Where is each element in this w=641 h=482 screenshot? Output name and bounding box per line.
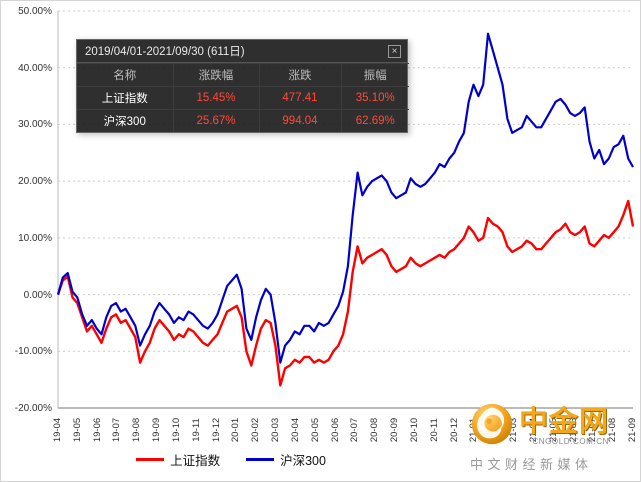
- x-axis-tick-label: 21-09: [627, 417, 638, 443]
- row-csi300-name: 沪深300: [77, 109, 174, 132]
- x-axis-tick-label: 20-01: [230, 417, 242, 443]
- col-header-change-pct: 涨跌幅: [173, 63, 260, 87]
- legend-label: 沪深300: [280, 454, 326, 468]
- row-sse-change-pct: 15.45%: [173, 86, 260, 110]
- csi300-line-swatch: [246, 458, 275, 461]
- row-csi300-change-pct: 25.67%: [173, 109, 260, 132]
- x-axis-tick-label: 19-07: [111, 417, 123, 443]
- x-axis-tick-label: 20-08: [369, 417, 381, 443]
- y-axis-tick-label: 30.00%: [18, 119, 52, 131]
- legend-label: 上证指数: [170, 454, 221, 468]
- x-axis-tick-label: 19-08: [131, 417, 143, 443]
- sse-line-swatch: [136, 458, 165, 461]
- y-axis-tick-label: 50.00%: [18, 6, 52, 17]
- y-axis-tick-label: -20.00%: [14, 403, 52, 414]
- x-axis-tick-label: 20-09: [389, 417, 401, 443]
- table-row: 沪深300 25.67% 994.04 62.69%: [77, 109, 409, 132]
- y-axis-tick-label: 0.00%: [23, 289, 52, 301]
- x-axis-tick-label: 19-04: [52, 417, 63, 443]
- row-sse-amplitude: 35.10%: [341, 86, 409, 110]
- cngold-branding: 中金网 CNGOLD.COM.CN 中文财经新媒体: [470, 402, 628, 473]
- x-axis-tick-label: 20-12: [448, 417, 460, 443]
- cngold-domain: CNGOLD.COM.CN: [532, 437, 610, 446]
- cngold-logo-text: 中金网: [519, 406, 610, 438]
- col-header-amplitude: 振幅: [341, 63, 409, 87]
- x-axis-tick-label: 20-05: [309, 417, 321, 443]
- x-axis-tick-label: 20-02: [250, 417, 262, 443]
- stats-table: 名称 涨跌幅 涨跌 振幅 上证指数 15.45% 477.41 35.10% 沪…: [77, 63, 409, 132]
- y-axis-tick-label: -10.00%: [14, 346, 52, 358]
- cngold-tagline: 中文财经新媒体: [470, 457, 593, 472]
- x-axis-tick-label: 20-04: [289, 417, 301, 443]
- table-row: 上证指数 15.45% 477.41 35.10%: [77, 86, 409, 110]
- x-axis-tick-label: 19-05: [71, 417, 83, 443]
- row-sse-change: 477.41: [259, 86, 342, 110]
- series-line-sse: [56, 199, 635, 387]
- x-axis-tick-label: 19-06: [91, 417, 103, 443]
- close-icon[interactable]: ×: [388, 44, 401, 58]
- row-csi300-amplitude: 62.69%: [341, 109, 409, 132]
- x-axis-tick-label: 19-12: [210, 417, 222, 443]
- cngold-logo-icon: [470, 402, 514, 451]
- x-axis-tick-label: 19-09: [151, 417, 163, 443]
- col-header-change: 涨跌: [259, 63, 342, 87]
- x-axis-tick-label: 19-10: [170, 417, 182, 443]
- row-csi300-change: 994.04: [259, 109, 342, 132]
- legend-item-csi300[interactable]: 沪深300: [246, 450, 326, 469]
- y-axis: 50.00% 40.00% 30.00% 20.00% 10.00% 0.00% -10.0…: [1, 1, 55, 431]
- x-axis-tick-label: 20-11: [428, 418, 440, 442]
- x-axis-tick-label: 20-03: [270, 417, 282, 443]
- x-axis-tick-label: 20-07: [349, 417, 361, 443]
- y-axis-tick-label: 10.00%: [18, 232, 52, 244]
- range-stats-tooltip: 2019/04/01-2021/09/30 (611日) × 名称 涨跌幅 涨跌…: [76, 39, 409, 133]
- tooltip-date-range: 2019/04/01-2021/09/30 (611日): [85, 46, 245, 58]
- y-axis-tick-label: 40.00%: [18, 62, 52, 74]
- stats-header-row: 名称 涨跌幅 涨跌 振幅: [77, 63, 409, 87]
- row-sse-name: 上证指数: [77, 86, 174, 110]
- series-line-csi300: [56, 32, 634, 364]
- x-axis-tick-label: 20-10: [408, 417, 420, 443]
- col-header-name: 名称: [77, 63, 174, 87]
- x-axis-tick-label: 20-06: [329, 417, 341, 443]
- y-axis-tick-label: 20.00%: [18, 176, 52, 188]
- legend-item-sse[interactable]: 上证指数: [136, 450, 220, 469]
- x-axis-tick-label: 19-11: [190, 418, 202, 442]
- legend: 上证指数 沪深300: [1, 450, 461, 469]
